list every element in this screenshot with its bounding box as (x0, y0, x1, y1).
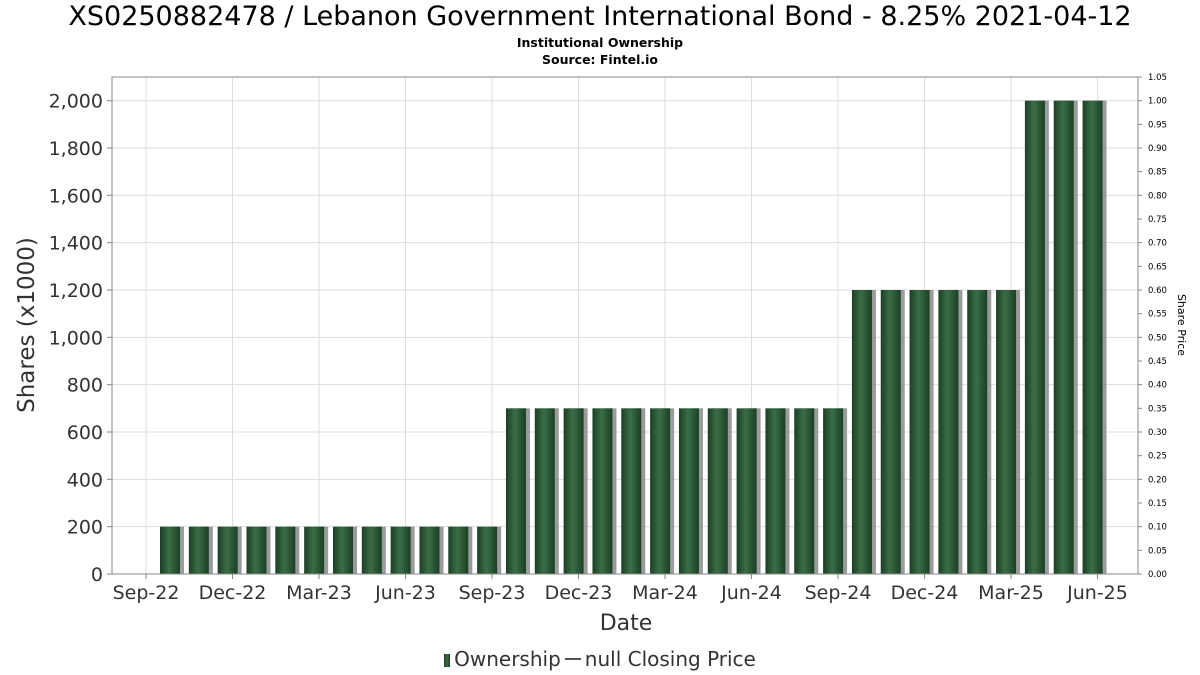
plot-area-frame (111, 76, 1139, 575)
y2-tick-label: 1.05 (1148, 73, 1167, 83)
y2-tick-label: 0.75 (1148, 215, 1167, 225)
y2-tick-label: 0.05 (1148, 546, 1167, 556)
ownership-bar (1053, 100, 1074, 575)
x-tick-label: Mar-25 (978, 582, 1044, 604)
legend: Ownership null Closing Price (0, 646, 1200, 672)
x-tick-label: Sep-22 (113, 582, 180, 604)
y2-tick-label: 0.60 (1148, 286, 1167, 296)
x-tick-label: Dec-24 (891, 582, 959, 604)
y2-tick-label: 0.25 (1148, 452, 1167, 462)
y2-tick-label: 0.00 (1148, 570, 1167, 580)
ownership-bar (592, 408, 613, 574)
y2-tick-label: 0.90 (1148, 144, 1167, 154)
price-legend-label: null Closing Price (584, 647, 756, 671)
x-tick-label: Dec-23 (545, 582, 613, 604)
ownership-bar (419, 526, 440, 574)
ownership-bar (361, 526, 382, 574)
chart-source: Source: Fintel.io (542, 52, 658, 67)
ownership-bar (823, 408, 844, 574)
ownership-bar (448, 526, 469, 574)
ownership-bar (678, 408, 699, 574)
y2-tick-label: 1.00 (1148, 97, 1167, 107)
y-tick-label: 800 (67, 375, 103, 397)
ownership-bar (534, 408, 555, 574)
ownership-bar (938, 290, 959, 574)
y-tick-label: 0 (91, 564, 103, 586)
ownership-bar (621, 408, 642, 574)
ownership-bar (880, 290, 901, 574)
ownership-bar (736, 408, 757, 574)
ownership-bar (563, 408, 584, 574)
ownership-bar (304, 526, 325, 574)
price-legend-swatch (564, 658, 581, 660)
ownership-bar (996, 290, 1017, 574)
y-tick-label: 1,200 (49, 280, 103, 302)
y-tick-label: 1,400 (49, 233, 103, 255)
y2-tick-label: 0.85 (1148, 168, 1167, 178)
y2-tick-label: 0.55 (1148, 310, 1167, 320)
ownership-bar (967, 290, 988, 574)
x-tick-label: Jun-24 (720, 582, 782, 604)
ownership-bar (246, 526, 267, 574)
y-tick-label: 1,000 (49, 327, 103, 349)
ownership-bar (909, 290, 930, 574)
y-axis-label: Shares (x1000) (14, 237, 40, 413)
y2-tick-label: 0.40 (1148, 381, 1167, 391)
y2-tick-label: 0.45 (1148, 357, 1167, 367)
y2-tick-label: 0.20 (1148, 475, 1167, 485)
y2-tick-label: 0.10 (1148, 523, 1167, 533)
x-tick-label: Sep-24 (805, 582, 872, 604)
x-tick-label: Sep-23 (459, 582, 526, 604)
ownership-bar (332, 526, 353, 574)
y2-tick-label: 0.80 (1148, 191, 1167, 201)
x-tick-label: Mar-24 (632, 582, 698, 604)
ownership-bar (217, 526, 238, 574)
y2-tick-label: 0.95 (1148, 120, 1167, 130)
ownership-bar (851, 290, 872, 574)
ownership-legend-swatch (444, 654, 451, 667)
x-axis-label: Date (600, 611, 653, 636)
chart-subtitle: Institutional Ownership (516, 35, 684, 50)
y2-tick-label: 0.70 (1148, 239, 1167, 249)
x-tick-label: Jun-23 (374, 582, 436, 604)
y2-axis-label: Share Price (1175, 294, 1188, 356)
x-tick-label: Dec-22 (199, 582, 267, 604)
ownership-bar (1024, 100, 1045, 575)
x-axis: Sep-22 Dec-22 Mar-23 Jun-23 Sep-23 Dec-23 Mar-… (113, 574, 1128, 604)
ownership-bar (1082, 100, 1103, 575)
x-tick-label: Mar-23 (286, 582, 352, 604)
chart-title: XS0250882478 / Lebanon Government Intern… (68, 1, 1132, 32)
y-axis-right: 0.00 0.05 0.10 0.15 0.20 0.25 0.30 0.35 0.40 0.45… (1138, 73, 1167, 580)
y-tick-label: 2,000 (49, 91, 103, 113)
ownership-bar (390, 526, 411, 574)
y2-tick-label: 0.50 (1148, 333, 1167, 343)
ownership-bar (477, 526, 498, 574)
ownership-bar (765, 408, 786, 574)
y2-tick-label: 0.35 (1148, 404, 1167, 414)
y-tick-label: 200 (67, 517, 103, 539)
y-axis-left: 0 200 400 600 800 1,000 1,200 1,400 1,600 1,800 2,… (49, 91, 112, 586)
y2-tick-label: 0.30 (1148, 428, 1167, 438)
ownership-legend-label: Ownership (454, 647, 561, 671)
ownership-bar (505, 408, 526, 574)
ownership-bar (160, 526, 180, 574)
ownership-bar (707, 408, 728, 574)
y-tick-label: 400 (67, 469, 103, 491)
ownership-bar (188, 526, 209, 574)
ownership-bar (275, 526, 296, 574)
y-tick-label: 600 (67, 422, 103, 444)
x-tick-label: Jun-25 (1066, 582, 1128, 604)
ownership-bar (794, 408, 815, 574)
y-tick-label: 1,800 (49, 138, 103, 160)
y2-tick-label: 0.15 (1148, 499, 1167, 509)
y-tick-label: 1,600 (49, 185, 103, 207)
ownership-bar (650, 408, 671, 574)
y2-tick-label: 0.65 (1148, 262, 1167, 272)
bars (160, 100, 1107, 575)
